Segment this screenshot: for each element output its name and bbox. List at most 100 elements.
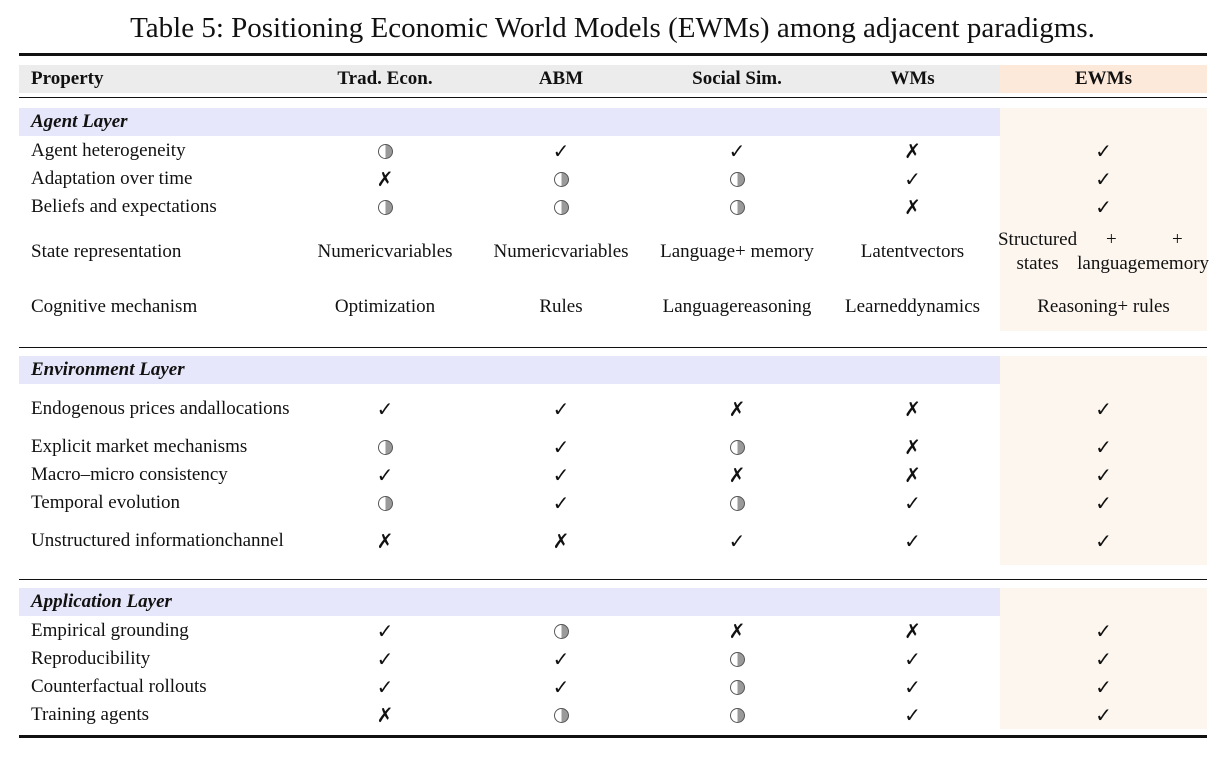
- check-icon: ✓: [552, 139, 570, 163]
- check-icon: ✓: [376, 647, 394, 671]
- check-icon: ✓: [1095, 675, 1112, 699]
- check-icon: ✓: [728, 139, 746, 163]
- check-icon: ✓: [376, 675, 394, 699]
- cell-trad-econ: ✗: [297, 517, 473, 565]
- property-label: Reproducibility: [19, 645, 297, 673]
- half-circle-icon: [729, 707, 745, 723]
- half-circle-icon: [377, 143, 393, 159]
- check-icon: ✓: [728, 529, 746, 553]
- column-header-wms: WMs: [890, 68, 935, 89]
- property-label: Empirical grounding: [19, 617, 297, 645]
- half-circle-icon: [553, 171, 569, 187]
- cell-trad-econ: ✓: [297, 673, 473, 701]
- cross-icon: ✗: [904, 139, 921, 163]
- cross-icon: ✗: [904, 463, 921, 487]
- cell-social-sim: [649, 193, 825, 221]
- half-circle-icon: [729, 199, 745, 215]
- cell-ewms: ✓: [1000, 461, 1207, 489]
- check-icon: ✓: [904, 703, 921, 727]
- bottom-rule: [19, 735, 1207, 738]
- layer-band: [19, 356, 1000, 384]
- cell-trad-econ: [297, 193, 473, 221]
- cell-text-line: + language: [1077, 229, 1146, 274]
- cell-social-sim: [649, 433, 825, 461]
- cell-text-line: Language: [662, 296, 738, 317]
- column-header-trad-econ: Trad. Econ.: [337, 68, 433, 89]
- check-icon: ✓: [552, 397, 570, 421]
- cell-text-line: dynamics: [907, 296, 981, 317]
- property-line: Beliefs and expectations: [31, 196, 217, 217]
- cell-social-sim: [649, 489, 825, 517]
- ewm-header-highlight: [1000, 65, 1207, 93]
- cell-text-line: Reasoning: [1037, 296, 1118, 317]
- cell-trad-econ: ✓: [297, 461, 473, 489]
- layer-title-agent-layer: Agent Layer: [31, 111, 128, 132]
- cell-trad-econ: ✗: [297, 165, 473, 193]
- property-line: Reproducibility: [31, 648, 151, 669]
- cell-ewms: ✓: [1000, 385, 1207, 433]
- check-icon: ✓: [904, 491, 921, 515]
- cell-text-line: + rules: [1117, 296, 1170, 317]
- cell-social-sim: [649, 645, 825, 673]
- property-label: Temporal evolution: [19, 489, 297, 517]
- property-label: Unstructured information channel: [19, 517, 297, 565]
- half-circle-icon: [729, 495, 745, 511]
- cell-text-line: Structured states: [997, 229, 1078, 274]
- cell-social-sim: ✗: [649, 617, 825, 645]
- comparison-table: Property Trad. Econ. ABM Social Sim. WMs EWMs…: [19, 53, 1209, 738]
- cell-abm: ✓: [473, 137, 649, 165]
- property-label: Training agents: [19, 701, 297, 729]
- cell-abm: [473, 701, 649, 729]
- cell-trad-econ: [297, 137, 473, 165]
- cell-social-sim: ✗: [649, 385, 825, 433]
- cross-icon: ✗: [728, 619, 746, 643]
- property-line: Temporal evolution: [31, 492, 181, 513]
- cell-abm: ✓: [473, 673, 649, 701]
- check-icon: ✓: [1095, 619, 1112, 643]
- cell-ewms: ✓: [1000, 645, 1207, 673]
- cross-icon: ✗: [552, 529, 570, 553]
- property-label: Macro–micro consistency: [19, 461, 297, 489]
- cell-text-line: Numeric: [493, 241, 560, 262]
- cell-wms: ✓: [825, 489, 1000, 517]
- cross-icon: ✗: [376, 703, 394, 727]
- cell-abm: ✗: [473, 517, 649, 565]
- cell-ewms: ✓: [1000, 433, 1207, 461]
- property-line: Counterfactual rollouts: [31, 676, 207, 697]
- cell-text-line: Learned: [844, 296, 908, 317]
- check-icon: ✓: [552, 647, 570, 671]
- property-line: State representation: [31, 241, 182, 262]
- cell-text-line: + memory: [735, 241, 814, 262]
- cell-trad-econ: ✗: [297, 701, 473, 729]
- section-rule: [19, 347, 1207, 349]
- cell-abm: Numeric variables: [473, 221, 649, 283]
- layer-band: [19, 588, 1000, 616]
- cell-wms: Learned dynamics: [825, 283, 1000, 331]
- cell-text-line: variables: [559, 241, 629, 262]
- cell-wms: Latent vectors: [825, 221, 1000, 283]
- property-label: Endogenous prices and allocations: [19, 385, 297, 433]
- property-line: Cognitive mechanism: [31, 296, 198, 317]
- property-label: Agent heterogeneity: [19, 137, 297, 165]
- cell-wms: ✗: [825, 193, 1000, 221]
- cell-trad-econ: ✓: [297, 385, 473, 433]
- check-icon: ✓: [1095, 647, 1112, 671]
- cell-ewms: Structured states + language + memory: [997, 221, 1209, 283]
- check-icon: ✓: [904, 167, 921, 191]
- check-icon: ✓: [1095, 167, 1112, 191]
- cell-social-sim: [649, 673, 825, 701]
- cross-icon: ✗: [376, 167, 394, 191]
- cell-abm: Rules: [473, 283, 649, 331]
- ewm-column-highlight: [1000, 356, 1207, 565]
- cell-abm: ✓: [473, 461, 649, 489]
- cell-abm: [473, 617, 649, 645]
- cross-icon: ✗: [728, 463, 746, 487]
- cell-text-line: Optimization: [334, 296, 436, 317]
- half-circle-icon: [377, 199, 393, 215]
- half-circle-icon: [553, 199, 569, 215]
- check-icon: ✓: [376, 397, 394, 421]
- cell-social-sim: [649, 701, 825, 729]
- property-label: Counterfactual rollouts: [19, 673, 297, 701]
- check-icon: ✓: [376, 463, 394, 487]
- property-label: Cognitive mechanism: [19, 283, 297, 331]
